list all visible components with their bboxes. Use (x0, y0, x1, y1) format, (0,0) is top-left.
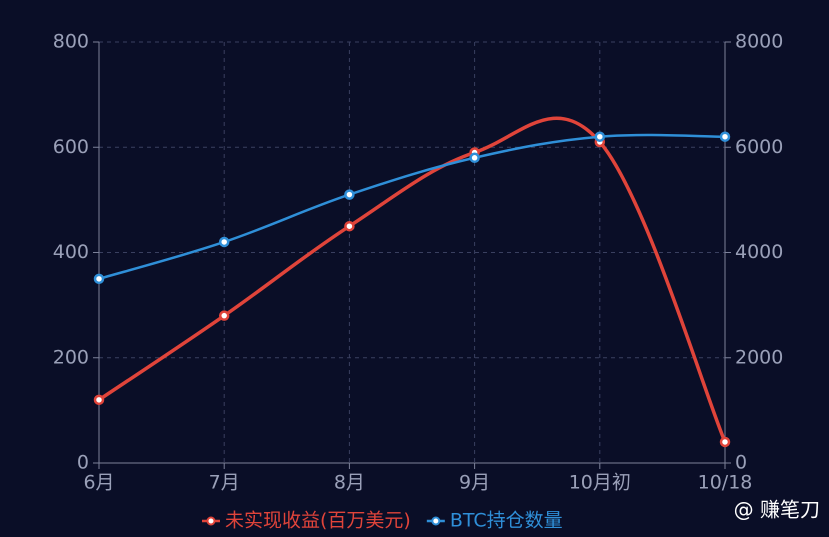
y2-tick-label: 8000 (735, 31, 783, 53)
x-tick-label: 8月 (334, 472, 365, 494)
y2-tick-label: 4000 (735, 241, 783, 263)
y-tick-label: 0 (77, 452, 89, 474)
point (469, 152, 480, 164)
y2-tick-label: 0 (735, 452, 747, 474)
point (344, 220, 355, 232)
point (93, 394, 105, 406)
x-tick-label: 10/18 (698, 472, 753, 494)
legend-marker (206, 516, 216, 526)
y-tick-label: 600 (53, 136, 89, 158)
legend-label: 未实现收益(百万美元) (225, 510, 411, 532)
watermark: @ 赚笔刀 (734, 498, 820, 522)
point (344, 189, 355, 200)
x-tick-label: 7月 (209, 472, 240, 494)
x-tick-label: 10月初 (569, 472, 631, 494)
y-tick-label: 200 (53, 346, 89, 368)
legend-marker (431, 516, 441, 526)
point (218, 310, 230, 321)
y-tick-label: 400 (53, 241, 89, 263)
x-tick-label: 9月 (459, 472, 490, 494)
y2-tick-label: 6000 (735, 136, 783, 158)
y-tick-label: 800 (53, 31, 89, 53)
x-tick-label: 6月 (83, 472, 114, 494)
point (719, 436, 731, 448)
point (93, 273, 105, 285)
point (594, 131, 606, 142)
point (218, 236, 230, 248)
point (719, 131, 731, 142)
legend-label: BTC持仓数量 (450, 510, 563, 532)
series-line (98, 133, 726, 281)
y2-tick-label: 2000 (735, 346, 783, 368)
